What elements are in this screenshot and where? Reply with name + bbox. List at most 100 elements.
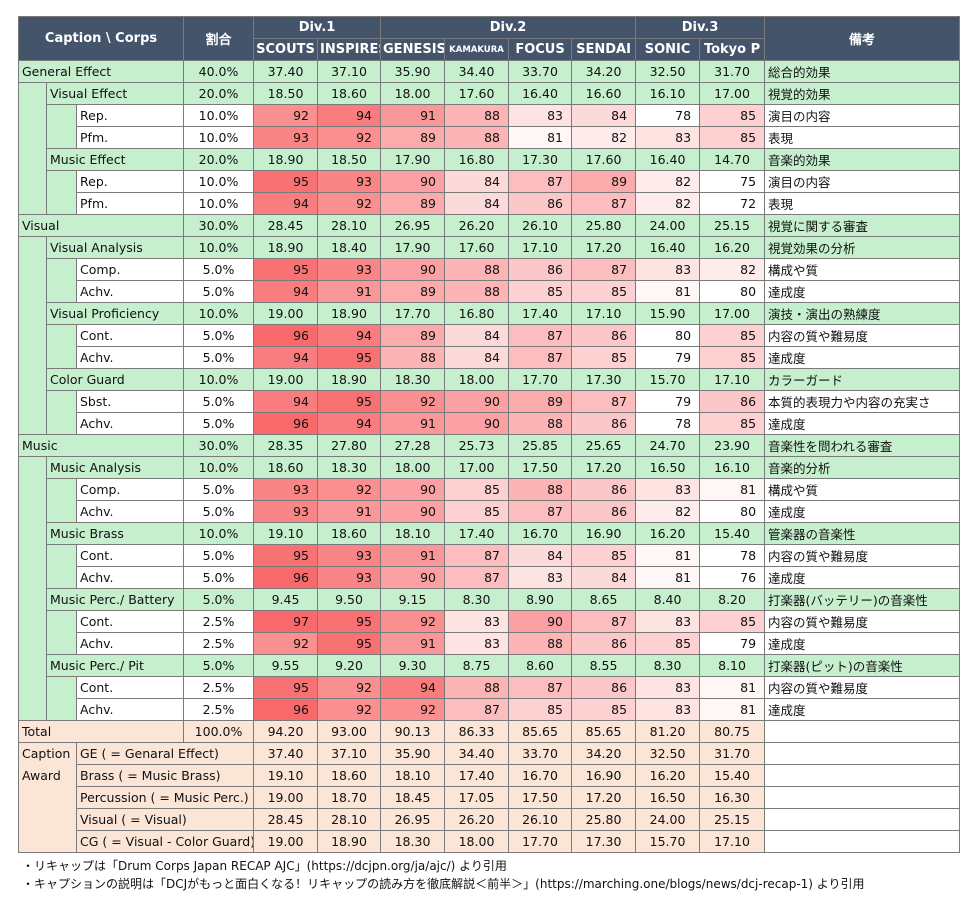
score-cell: 89 (380, 126, 446, 149)
note-cell: 表現 (764, 126, 961, 149)
indent-gutter (18, 192, 47, 215)
award-cell: 37.40 (253, 742, 319, 765)
subtotal-cell: 17.00 (699, 82, 766, 105)
score-cell: 93 (317, 170, 382, 193)
score-cell: 94 (253, 390, 319, 413)
subtotal-cell: 17.00 (444, 456, 510, 479)
score-cell: 81 (699, 698, 766, 721)
score-cell: 85 (571, 544, 637, 567)
subtotal-cell: 28.35 (253, 434, 319, 457)
table-row: Rep. 10.0% 92 94 91 88 83 84 78 85 演目の内容 (18, 104, 961, 127)
subtotal-cell: 16.60 (571, 82, 637, 105)
subtotal-cell: 18.00 (380, 82, 446, 105)
corps-header-scouts: SCOUTS (253, 38, 319, 61)
indent-gutter (46, 126, 77, 149)
score-cell: 87 (444, 698, 510, 721)
score-cell: 91 (380, 632, 446, 655)
score-cell: 85 (699, 126, 766, 149)
award-cell: 34.20 (571, 742, 637, 765)
caption-award-row: Brass ( = Music Brass) 19.10 18.60 18.10 17.… (19, 764, 961, 787)
score-cell: 96 (253, 412, 319, 435)
award-note-cell (764, 808, 961, 831)
ratio-cell: 5.0% (183, 324, 255, 347)
score-cell: 84 (444, 346, 510, 369)
score-cell: 88 (444, 676, 510, 699)
subtotal-cell: 16.10 (699, 456, 766, 479)
corps-header-focus: FOCUS (508, 38, 573, 61)
total-cell: 80.75 (699, 720, 766, 743)
score-cell: 94 (317, 412, 382, 435)
score-cell: 97 (253, 610, 319, 633)
note-cell: 管楽器の音楽性 (764, 522, 961, 545)
total-cell: 94.20 (253, 720, 319, 743)
footer-source-recap: ・リキャップは「Drum Corps Japan RECAP AJC」(http… (22, 859, 507, 873)
subtotal-cell: 34.40 (444, 60, 510, 83)
award-cell: 37.10 (317, 742, 382, 765)
subtotal-cell: 17.70 (380, 302, 446, 325)
score-cell: 95 (253, 676, 319, 699)
subtotal-cell: 8.90 (508, 588, 573, 611)
subtotal-cell: 9.45 (253, 588, 319, 611)
score-item-label: Rep. (75, 104, 185, 127)
score-cell: 92 (317, 192, 382, 215)
total-cell: 86.33 (444, 720, 510, 743)
table-row: Visual Proficiency 10.0% 19.00 18.90 17.70 16… (18, 302, 961, 325)
subtotal-cell: 16.80 (444, 148, 510, 171)
indent-gutter (18, 588, 47, 611)
note-cell: 達成度 (764, 412, 961, 435)
score-cell: 87 (444, 544, 510, 567)
score-cell: 85 (508, 280, 573, 303)
indent-gutter (18, 654, 47, 677)
score-cell: 90 (444, 412, 510, 435)
score-cell: 85 (571, 280, 637, 303)
subtotal-cell: 8.30 (444, 588, 510, 611)
ratio-cell: 10.0% (183, 456, 255, 479)
award-cell: 19.10 (253, 764, 319, 787)
indent-gutter (46, 566, 77, 589)
total-ratio: 100.0% (183, 720, 255, 743)
subtotal-cell: 19.00 (253, 368, 319, 391)
score-cell: 92 (380, 610, 446, 633)
award-cell: 25.15 (699, 808, 766, 831)
award-name: GE ( = Genaral Effect) (75, 742, 255, 765)
ratio-cell: 5.0% (183, 390, 255, 413)
indent-gutter (18, 302, 47, 325)
table-row: Achv. 5.0% 96 93 90 87 83 84 81 76 達成度 (18, 566, 961, 589)
subtotal-cell: 24.70 (635, 434, 701, 457)
subtotal-cell: 18.00 (444, 368, 510, 391)
indent-gutter (18, 126, 47, 149)
recap-table: Caption \ Corps 割合 Div.1 Div.2 Div.3 備考 … (17, 16, 961, 853)
table-row: Sbst. 5.0% 94 95 92 90 89 87 79 86 本質的表現力や内容の充実さ (18, 390, 961, 413)
total-cell: 81.20 (635, 720, 701, 743)
ratio-cell: 5.0% (183, 588, 255, 611)
table-row: Achv. 5.0% 94 95 88 84 87 85 79 85 達成度 (18, 346, 961, 369)
score-cell: 85 (444, 478, 510, 501)
note-cell: 演目の内容 (764, 170, 961, 193)
score-cell: 84 (444, 192, 510, 215)
score-cell: 84 (571, 566, 637, 589)
indent-gutter (46, 192, 77, 215)
award-cell: 17.20 (571, 786, 637, 809)
table-row: Cont. 5.0% 95 93 91 87 84 85 81 78 内容の質や難易度 (18, 544, 961, 567)
ratio-cell: 5.0% (183, 412, 255, 435)
score-cell: 90 (380, 170, 446, 193)
indent-gutter (18, 368, 47, 391)
subtotal-cell: 18.60 (317, 82, 382, 105)
corps-header-kamakura: KAMAKURA (444, 38, 510, 61)
subtotal-cell: 16.90 (571, 522, 637, 545)
indent-gutter (18, 500, 47, 523)
score-cell: 85 (508, 698, 573, 721)
score-cell: 93 (253, 500, 319, 523)
score-cell: 82 (635, 170, 701, 193)
score-cell: 79 (699, 632, 766, 655)
ratio-cell: 20.0% (183, 148, 255, 171)
subtotal-cell: 17.10 (699, 368, 766, 391)
subtotal-cell: 17.40 (444, 522, 510, 545)
subtotal-cell: 17.70 (508, 368, 573, 391)
score-cell: 94 (380, 676, 446, 699)
indent-gutter (46, 280, 77, 303)
subtotal-cell: 9.15 (380, 588, 446, 611)
indent-gutter (46, 324, 77, 347)
score-cell: 89 (571, 170, 637, 193)
total-cell: 85.65 (508, 720, 573, 743)
